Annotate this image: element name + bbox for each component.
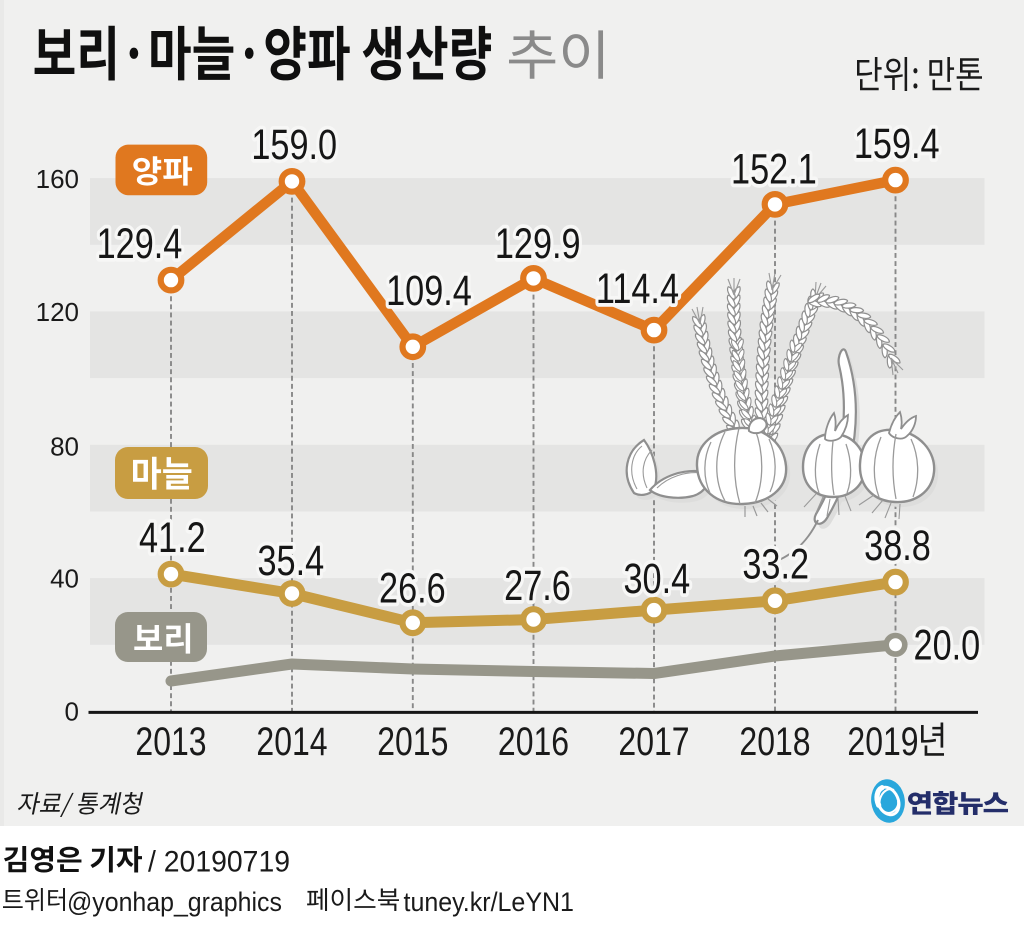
svg-text:160: 160 (36, 164, 79, 194)
svg-text:41.2: 41.2 (139, 515, 206, 562)
svg-text:2015: 2015 (377, 719, 448, 764)
svg-text:2017: 2017 (618, 719, 689, 764)
svg-text:27.6: 27.6 (504, 563, 571, 610)
svg-text:129.9: 129.9 (495, 221, 581, 268)
svg-text:114.4: 114.4 (596, 266, 679, 313)
svg-text:159.0: 159.0 (251, 122, 337, 169)
svg-text:33.2: 33.2 (742, 541, 809, 588)
svg-text:2019: 2019 (847, 719, 918, 764)
svg-text:20.0: 20.0 (914, 622, 981, 669)
svg-text:2016: 2016 (498, 719, 569, 764)
svg-text:129.4: 129.4 (97, 221, 183, 268)
svg-text:40: 40 (50, 564, 79, 594)
svg-text:109.4: 109.4 (386, 268, 472, 315)
svg-text:2014: 2014 (256, 719, 327, 764)
svg-text:0: 0 (65, 697, 79, 727)
svg-text:120: 120 (36, 297, 79, 327)
svg-text:2013: 2013 (135, 719, 206, 764)
svg-text:26.6: 26.6 (379, 565, 446, 612)
svg-text:159.4: 159.4 (854, 121, 940, 168)
svg-text:152.1: 152.1 (731, 146, 817, 193)
svg-text:/ 20190719: / 20190719 (148, 846, 290, 879)
svg-text:@yonhap_graphics: @yonhap_graphics (67, 888, 282, 917)
svg-text:80: 80 (50, 432, 79, 462)
svg-text:2018: 2018 (739, 719, 810, 764)
svg-text:tuney.kr/LeYN1: tuney.kr/LeYN1 (404, 888, 574, 917)
svg-text:38.8: 38.8 (864, 523, 931, 570)
svg-text:35.4: 35.4 (257, 538, 324, 585)
svg-text:30.4: 30.4 (623, 556, 690, 603)
